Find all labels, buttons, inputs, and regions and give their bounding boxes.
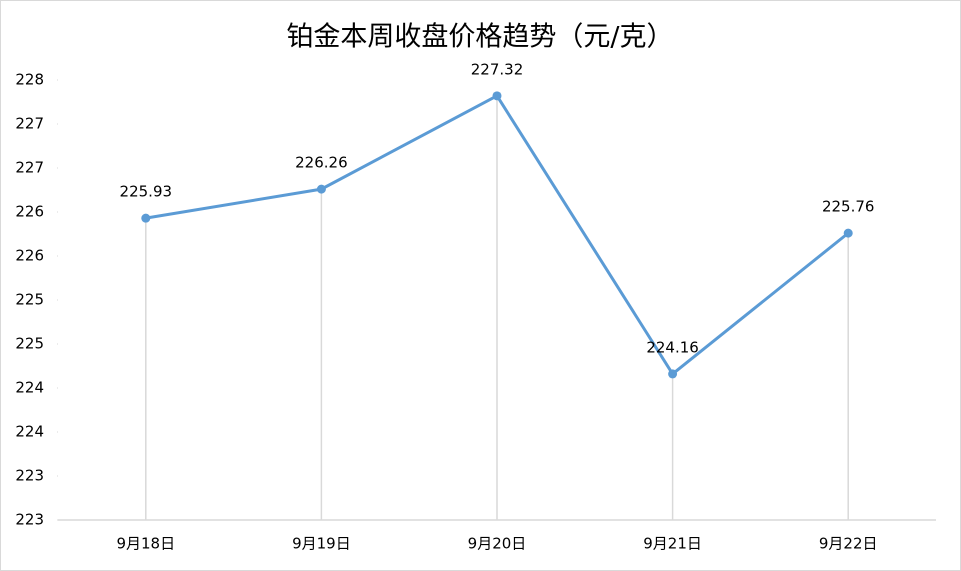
data-point [141,213,151,223]
y-tick-label: 226 [15,247,44,265]
y-tick-label: 224 [15,379,44,397]
data-label: 225.76 [822,198,875,216]
y-tick-label: 224 [15,423,44,441]
chart-title: 铂金本周收盘价格趋势（元/克） [286,22,673,53]
x-tick-label: 9月19日 [292,535,351,553]
x-tick-label: 9月22日 [819,535,878,553]
y-tick-label: 227 [15,115,44,133]
data-label: 224.16 [646,338,699,356]
data-point [843,228,853,238]
x-tick-label: 9月20日 [468,535,527,553]
y-tick-label: 228 [15,71,44,89]
y-tick-label: 227 [15,159,44,177]
x-tick-label: 9月21日 [643,535,702,553]
y-tick-label: 225 [15,291,44,309]
y-tick-label: 223 [15,511,44,529]
data-label: 225.93 [120,183,173,201]
data-label: 226.26 [295,154,348,172]
x-tick-label: 9月18日 [116,535,175,553]
y-tick-label: 225 [15,335,44,353]
data-point [668,369,678,379]
y-tick-label: 223 [15,467,44,485]
data-point [316,184,326,194]
y-tick-label: 226 [15,203,44,221]
data-point [492,91,502,101]
data-label: 227.32 [471,60,524,78]
